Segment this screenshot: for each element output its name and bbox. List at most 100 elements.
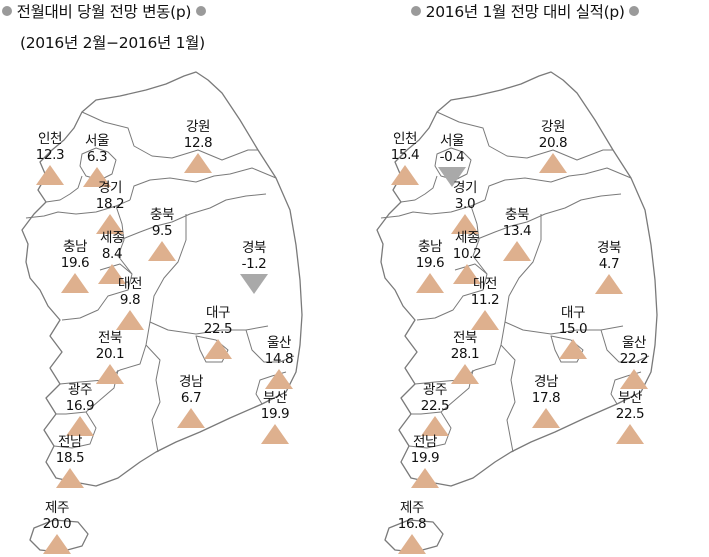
region-border (454, 263, 488, 275)
up-triangle-icon (471, 310, 499, 330)
region-name: 충북 (149, 207, 175, 223)
region-name: 경남 (533, 374, 559, 390)
region-label: 울산 14.8 (244, 335, 314, 367)
region-border (81, 111, 258, 161)
region-label: 경북 4.7 (574, 240, 644, 272)
region-name: 서울 (439, 133, 465, 149)
region-label: 전북 20.1 (75, 330, 145, 362)
region-name: 울산 (621, 335, 647, 351)
up-triangle-icon (559, 339, 587, 359)
up-triangle-icon (532, 408, 560, 428)
region-name: 경북 (596, 240, 622, 256)
up-triangle-icon (398, 534, 426, 554)
region-border (79, 147, 117, 181)
up-triangle-icon (503, 241, 531, 261)
region-value: 19.9 (260, 406, 290, 422)
region-name: 강원 (185, 119, 211, 135)
region-value: 9.8 (119, 292, 141, 308)
region-label: 강원 20.8 (518, 119, 588, 151)
region-value: 3.0 (454, 196, 476, 212)
region-border (416, 205, 488, 321)
bullet-icon (629, 6, 640, 16)
region-border (436, 111, 613, 161)
region-value: 6.3 (86, 149, 108, 165)
region-name: 대전 (117, 276, 143, 292)
region-border (245, 329, 295, 363)
region-value: 4.7 (598, 256, 620, 272)
up-triangle-icon (411, 468, 439, 488)
up-triangle-icon (96, 214, 124, 234)
up-triangle-icon (265, 369, 293, 389)
region-border (504, 321, 624, 335)
region-value: 19.6 (415, 255, 445, 271)
region-border (53, 411, 97, 449)
region-border (45, 175, 83, 203)
region-value: 20.0 (42, 516, 72, 532)
region-value: 12.8 (183, 135, 213, 151)
region-label: 부산 19.9 (240, 390, 310, 422)
region-value: 20.1 (95, 346, 125, 362)
up-triangle-icon (36, 165, 64, 185)
up-triangle-icon (539, 153, 567, 173)
right-title-text: 2016년 1월 전망 대비 실적(p) (425, 3, 625, 21)
region-border (99, 263, 133, 275)
down-triangle-icon (438, 167, 466, 187)
bullet-icon (195, 6, 206, 16)
up-triangle-icon (56, 468, 84, 488)
region-name: 전북 (452, 330, 478, 346)
region-name: 인천 (392, 131, 418, 147)
region-label: 전남 18.5 (35, 434, 105, 466)
region-value: 22.5 (203, 321, 233, 337)
region-label: 대전 11.2 (450, 276, 520, 308)
region-label: 전남 19.9 (390, 434, 460, 466)
up-triangle-icon (421, 416, 449, 436)
region-name: 제주 (399, 500, 425, 516)
up-triangle-icon (184, 153, 212, 173)
region-border (149, 321, 269, 335)
region-label: 서울 6.3 (62, 133, 132, 165)
up-triangle-icon (620, 369, 648, 389)
left-map-panel: 전월대비 당월 전망 변동(p) (2016년 2월−2016년 1월) 인천 1… (0, 0, 354, 557)
region-label: 대전 9.8 (95, 276, 165, 308)
region-label: 광주 16.9 (45, 382, 115, 414)
region-value: 28.1 (450, 346, 480, 362)
region-label: 경남 17.8 (511, 374, 581, 406)
region-label: 경기 18.2 (75, 180, 145, 212)
region-name: 제주 (44, 500, 70, 516)
up-triangle-icon (61, 273, 89, 293)
bullet-icon (411, 6, 421, 16)
up-triangle-icon (416, 273, 444, 293)
region-name: 부산 (262, 390, 288, 406)
region-name: 전북 (97, 330, 123, 346)
region-name: 광주 (422, 382, 448, 398)
region-name: 경남 (178, 374, 204, 390)
region-name: 강원 (540, 119, 566, 135)
region-value: 18.5 (55, 450, 85, 466)
up-triangle-icon (204, 339, 232, 359)
region-name: 충남 (62, 239, 88, 255)
up-triangle-icon (451, 364, 479, 384)
region-value: 11.2 (470, 292, 500, 308)
region-label: 울산 22.2 (599, 335, 669, 367)
up-triangle-icon (43, 534, 71, 554)
jeju-outline (29, 519, 89, 553)
region-name: 경기 (452, 180, 478, 196)
region-border (474, 193, 622, 241)
region-value: 22.5 (615, 406, 645, 422)
region-border (119, 193, 267, 241)
region-border (195, 335, 229, 363)
up-triangle-icon (453, 264, 481, 284)
region-label: 세종 10.2 (432, 230, 502, 262)
up-triangle-icon (451, 214, 479, 234)
region-name: 세종 (99, 230, 125, 246)
region-label: 경기 3.0 (430, 180, 500, 212)
left-title-line1: 전월대비 당월 전망 변동(p) (2, 2, 206, 22)
region-label: 대구 15.0 (538, 305, 608, 337)
region-label: 제주 20.0 (22, 500, 92, 532)
region-name: 서울 (84, 133, 110, 149)
region-value: 19.9 (410, 450, 440, 466)
right-map-panel: 2016년 1월 전망 대비 실적(p) 인천 15.4 서울 -0.4 강원 20.8 경… (355, 0, 709, 557)
region-value: 19.6 (60, 255, 90, 271)
region-value: 16.9 (65, 398, 95, 414)
region-label: 충북 13.4 (482, 207, 552, 239)
